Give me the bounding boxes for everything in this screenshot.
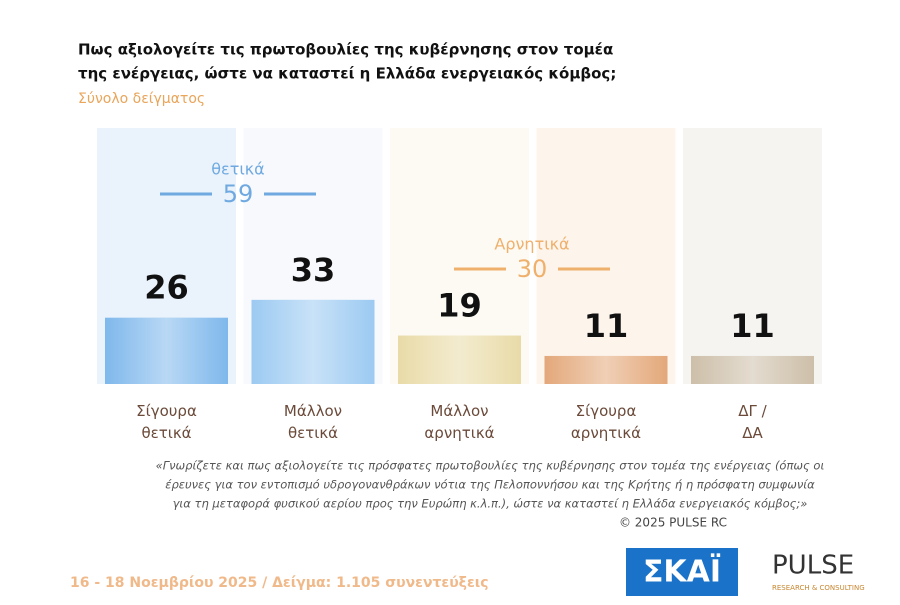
bar-shine — [691, 355, 814, 384]
value-label: 11 — [730, 307, 775, 345]
category-label: Σίγουρα αρνητικά — [570, 402, 642, 442]
pollster-logo: PULSE — [772, 551, 854, 581]
group-value: 30 — [517, 255, 548, 283]
channel-logo-box — [626, 548, 738, 596]
column-background — [536, 128, 676, 384]
subtitle: Σύνολο δείγματος — [78, 91, 205, 107]
category-label: Σίγουρα θετικά — [136, 402, 197, 442]
note-line: για τη μεταφορά φυσικού αερίου προς την … — [173, 497, 808, 511]
category-label: ΔΓ / ΔΑ — [738, 402, 767, 442]
note-line: έρευνες για τον εντοπισμό υδρογονανθράκω… — [165, 478, 815, 492]
channel-logo: ΣΚΑΪ — [643, 554, 721, 590]
note-line: «Γνωρίζετε και πως αξιολογείτε τις πρόσφ… — [156, 459, 825, 473]
category-label: Μάλλον θετικά — [283, 402, 343, 442]
group-label: Αρνητικά — [494, 235, 569, 254]
column-background — [683, 128, 822, 384]
copyright: © 2025 PULSE RC — [619, 516, 727, 530]
footer: 16 - 18 Νοεμβρίου 2025 / Δείγμα: 1.105 σ… — [70, 575, 489, 591]
group-value: 59 — [223, 180, 254, 208]
category-label: Μάλλον αρνητικά — [424, 402, 495, 442]
bar-shine — [105, 317, 228, 384]
title-line: της ενέργειας, ώστε να καταστεί η Ελλάδα… — [78, 65, 616, 83]
title-line: Πως αξιολογείτε τις πρωτοβουλίες της κυβ… — [78, 41, 613, 59]
bar-shine — [544, 355, 668, 384]
bar-shine — [398, 335, 521, 384]
value-label: 19 — [437, 287, 482, 325]
bar-shine — [251, 299, 375, 384]
value-label: 33 — [291, 251, 336, 289]
pollster-tagline: RESEARCH & CONSULTING — [772, 584, 865, 592]
group-label: θετικά — [211, 160, 264, 179]
value-label: 11 — [584, 307, 629, 345]
value-label: 26 — [144, 269, 189, 307]
